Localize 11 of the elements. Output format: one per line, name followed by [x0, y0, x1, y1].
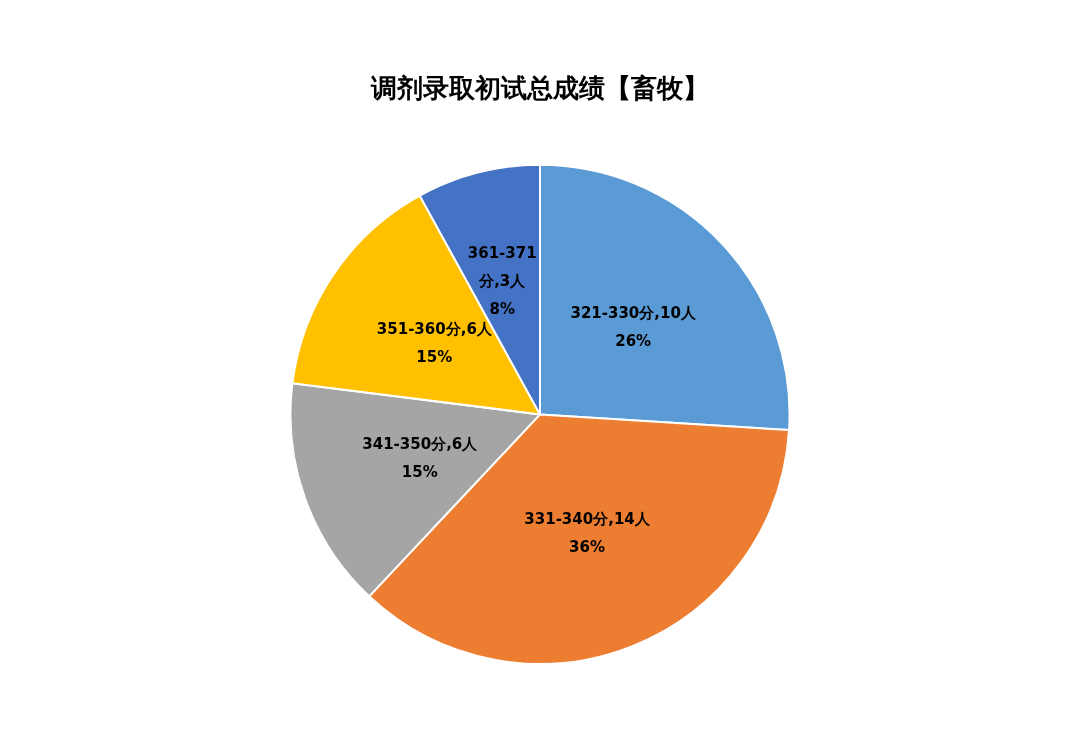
slice-label: 331-340分,14人: [524, 510, 651, 529]
data-label: 8%: [489, 299, 515, 318]
data-label: 15%: [416, 347, 453, 366]
data-label: 26%: [615, 331, 652, 350]
slice-label: 321-330分,10人: [570, 303, 697, 322]
chart-title: 调剂录取初试总成绩【畜牧】: [370, 73, 709, 103]
data-label: 15%: [401, 462, 438, 481]
slice-label: 361-371分,3人: [467, 243, 537, 290]
slice-label: 341-350分,6人: [362, 434, 479, 453]
slice-label: 351-360分,6人: [376, 319, 493, 338]
data-label: 36%: [569, 538, 605, 557]
